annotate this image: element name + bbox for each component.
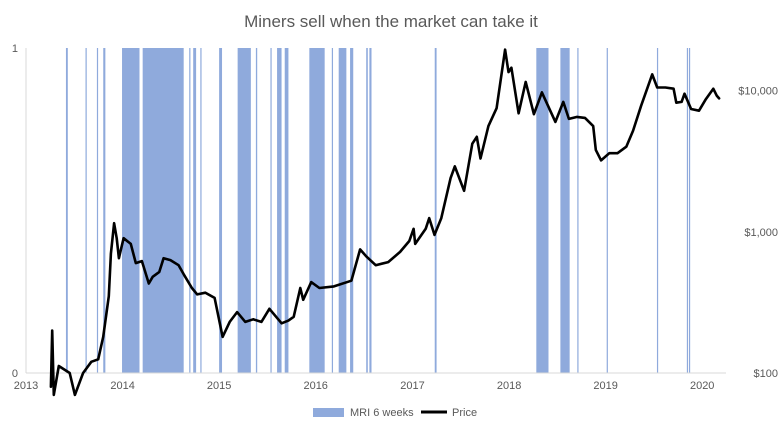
x-tick-label: 2018 [497, 380, 521, 392]
mri-bar-7 [193, 48, 197, 373]
mri-bar-15 [309, 48, 325, 373]
mri-bar-16 [331, 48, 334, 373]
legend: MRI 6 weeks Price [313, 407, 477, 419]
mri-bar-21 [434, 48, 437, 373]
mri-bar-17 [338, 48, 347, 373]
mri-bar-11 [255, 48, 258, 373]
y-left-tick-label: 0 [12, 368, 18, 380]
mri-bar-9 [219, 48, 223, 373]
mri-bar-26 [656, 48, 659, 373]
y-right-tick-label: $1,000 [744, 227, 778, 239]
legend-swatch-mri [313, 408, 344, 417]
x-tick-label: 2017 [400, 380, 424, 392]
mri-bar-18 [350, 48, 354, 373]
mri-bar-27 [686, 48, 689, 373]
mri-bar-4 [122, 48, 140, 373]
mri-bar-0 [65, 48, 68, 373]
mri-bar-13 [277, 48, 282, 373]
mri-bar-2 [96, 48, 99, 373]
x-tick-label: 2013 [14, 380, 38, 392]
x-tick-label: 2014 [110, 380, 134, 392]
mri-bar-10 [237, 48, 251, 373]
tick-labels: 2013 2014 2015 2016 2017 2018 2019 2020 0 1 $100 $1… [12, 43, 778, 392]
legend-label-price: Price [452, 407, 477, 419]
mri-bar-14 [284, 48, 289, 373]
chart-title: Miners sell when the market can take it [244, 12, 538, 31]
mri-bar-20 [369, 48, 372, 373]
mri-bar-28 [688, 48, 691, 373]
legend-label-mri: MRI 6 weeks [350, 407, 414, 419]
axes [25, 48, 726, 374]
price-line-layer [49, 48, 721, 397]
y-right-tick-label: $10,000 [738, 86, 778, 98]
mri-bar-23 [560, 48, 570, 373]
x-tick-label: 2016 [303, 380, 327, 392]
mri-bar-1 [85, 48, 87, 373]
x-tick-label: 2020 [690, 380, 714, 392]
mri-bar-25 [606, 48, 608, 373]
mri-bar-12 [270, 48, 272, 373]
y-left-tick-label: 1 [12, 43, 18, 55]
x-tick-label: 2019 [593, 380, 617, 392]
mri-bar-24 [577, 48, 579, 373]
mri-bars [65, 48, 691, 373]
mri-bar-5 [142, 48, 184, 373]
mri-bar-6 [189, 48, 191, 373]
mri-bar-8 [200, 48, 202, 373]
y-right-tick-label: $100 [754, 368, 778, 380]
x-tick-label: 2015 [207, 380, 231, 392]
mri-bar-22 [536, 48, 549, 373]
price-line [49, 48, 721, 397]
mri-bar-19 [366, 48, 368, 373]
mri-bar-3 [103, 48, 106, 373]
